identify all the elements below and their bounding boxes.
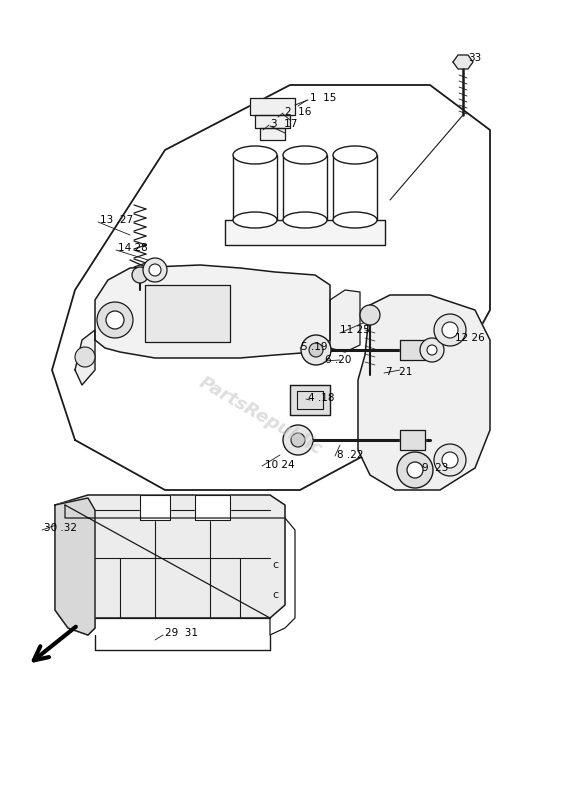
Polygon shape — [250, 98, 295, 115]
Text: 2  16: 2 16 — [285, 107, 311, 117]
Circle shape — [407, 462, 423, 478]
Circle shape — [442, 322, 458, 338]
Polygon shape — [330, 290, 360, 352]
Circle shape — [97, 302, 133, 338]
Text: 4 .18: 4 .18 — [308, 393, 335, 403]
Polygon shape — [52, 85, 490, 490]
Circle shape — [301, 335, 331, 365]
Ellipse shape — [333, 146, 377, 164]
Polygon shape — [95, 265, 330, 358]
Circle shape — [75, 347, 95, 367]
Circle shape — [434, 314, 466, 346]
Ellipse shape — [283, 212, 327, 228]
Text: 5 .19: 5 .19 — [301, 342, 328, 352]
Polygon shape — [225, 220, 385, 245]
Polygon shape — [195, 495, 230, 520]
Circle shape — [106, 311, 124, 329]
Text: 9  23: 9 23 — [422, 463, 448, 473]
Text: 6 .20: 6 .20 — [325, 355, 352, 365]
Polygon shape — [453, 55, 473, 69]
Circle shape — [143, 258, 167, 282]
Text: 8 .22: 8 .22 — [337, 450, 363, 460]
Text: c: c — [272, 560, 278, 570]
Circle shape — [434, 444, 466, 476]
Polygon shape — [255, 115, 290, 128]
Text: 7  21: 7 21 — [386, 367, 412, 377]
Text: 10 24: 10 24 — [265, 460, 295, 470]
Text: 3  17: 3 17 — [271, 119, 297, 129]
Circle shape — [291, 433, 305, 447]
Polygon shape — [75, 330, 95, 385]
Text: 33: 33 — [468, 53, 481, 63]
Text: c: c — [272, 590, 278, 600]
Text: 11 25: 11 25 — [340, 325, 370, 335]
Polygon shape — [400, 430, 425, 450]
Circle shape — [420, 338, 444, 362]
Text: 12 26: 12 26 — [455, 333, 485, 343]
Polygon shape — [260, 128, 285, 140]
Polygon shape — [290, 385, 330, 415]
Text: 30 .32: 30 .32 — [44, 523, 77, 533]
Polygon shape — [400, 340, 425, 360]
Text: 1  15: 1 15 — [310, 93, 336, 103]
Circle shape — [149, 264, 161, 276]
Circle shape — [427, 345, 437, 355]
Polygon shape — [55, 495, 285, 635]
Text: 29  31: 29 31 — [165, 628, 198, 638]
Circle shape — [442, 452, 458, 468]
Text: 13 .27: 13 .27 — [100, 215, 133, 225]
Ellipse shape — [233, 212, 277, 228]
Text: 14 28: 14 28 — [118, 243, 148, 253]
Polygon shape — [55, 498, 95, 635]
Circle shape — [132, 267, 148, 283]
Polygon shape — [358, 295, 490, 490]
Circle shape — [283, 425, 313, 455]
Ellipse shape — [283, 146, 327, 164]
Circle shape — [360, 305, 380, 325]
Polygon shape — [145, 285, 230, 342]
Ellipse shape — [333, 212, 377, 228]
Polygon shape — [140, 495, 170, 520]
Text: PartsRepublic: PartsRepublic — [196, 374, 325, 458]
Circle shape — [397, 452, 433, 488]
Circle shape — [309, 343, 323, 357]
Ellipse shape — [233, 146, 277, 164]
